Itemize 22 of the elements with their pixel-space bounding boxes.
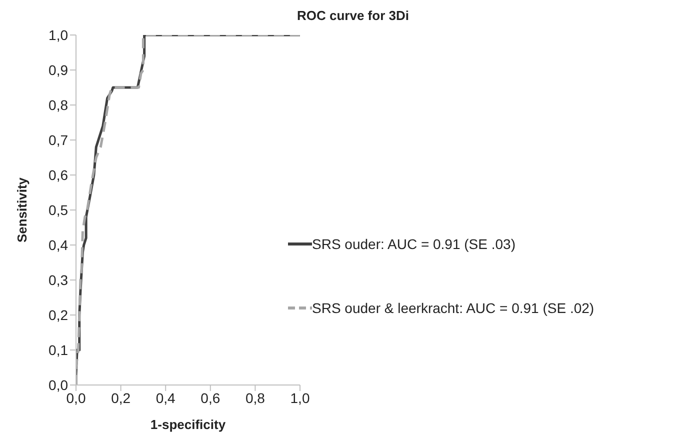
y-tick-label: 1,0: [48, 26, 68, 43]
y-tick-label: 0,3: [48, 272, 68, 288]
legend-label: SRS ouder: AUC = 0.91 (SE .03): [312, 236, 516, 252]
y-tick-label: 0,1: [48, 342, 68, 358]
x-axis-title: 1-specificity: [150, 417, 226, 432]
x-tick-label: 0,4: [156, 390, 176, 406]
y-tick-label: 0,7: [48, 132, 68, 148]
y-tick-label: 0,0: [48, 376, 68, 393]
y-tick-label: 0,8: [48, 96, 68, 113]
y-tick-label: 0,2: [48, 306, 68, 323]
x-tick-label: 0,6: [200, 390, 220, 406]
text: ROC curve for 3Di: [296, 8, 410, 23]
y-tick-label: 0,4: [48, 236, 68, 253]
x-tick-label: 1,0: [290, 390, 310, 406]
y-tick-label: 0,5: [48, 202, 68, 218]
legend-label: SRS ouder & leerkracht: AUC = 0.91 (SE .02): [312, 300, 594, 316]
x-tick-label: 0,2: [111, 390, 131, 406]
y-tick-label: 0,6: [48, 166, 68, 183]
y-axis-title: Sensitivity: [14, 176, 30, 243]
x-tick-label: 0,8: [245, 390, 266, 406]
y-tick-label: 0,9: [48, 62, 68, 78]
x-tick-label: 0,0: [66, 390, 86, 406]
